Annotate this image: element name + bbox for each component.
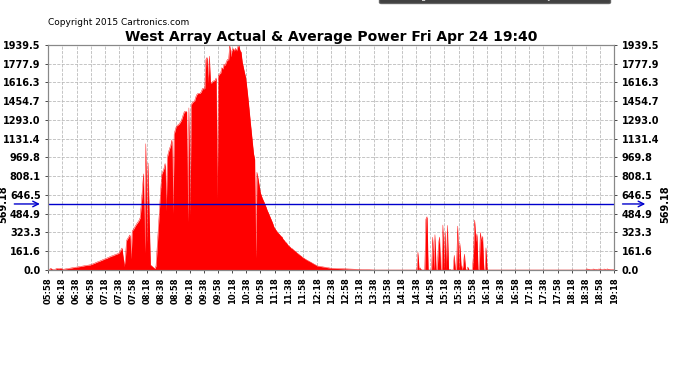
Text: Copyright 2015 Cartronics.com: Copyright 2015 Cartronics.com (48, 18, 190, 27)
Text: 569.18: 569.18 (0, 185, 8, 223)
Text: 569.18: 569.18 (660, 185, 670, 223)
Title: West Array Actual & Average Power Fri Apr 24 19:40: West Array Actual & Average Power Fri Ap… (125, 30, 538, 44)
Legend: Average  (DC Watts), West Array  (DC Watts): Average (DC Watts), West Array (DC Watts… (379, 0, 609, 3)
